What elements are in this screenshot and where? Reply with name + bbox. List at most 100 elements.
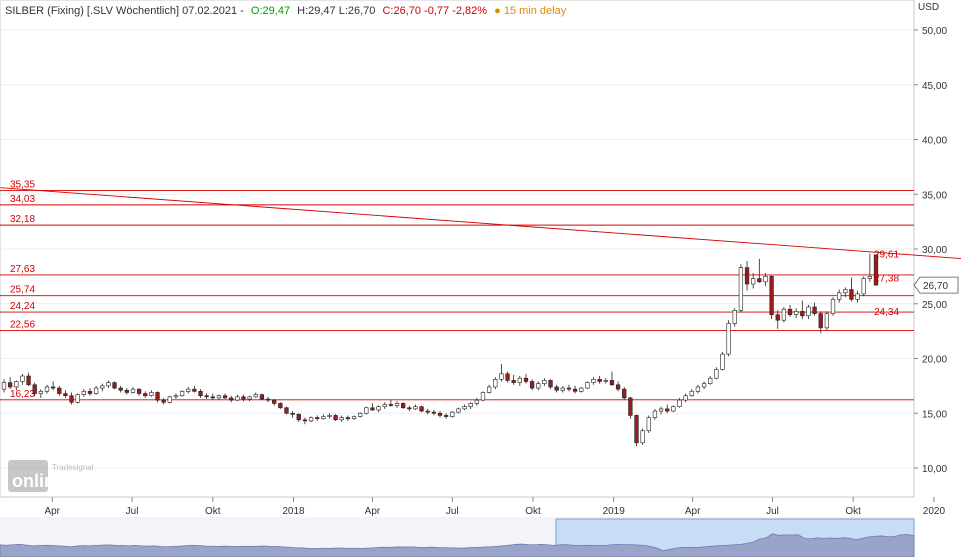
candle-body [204,395,209,398]
logo-brand: Tradesignal [52,463,94,472]
candle-body [186,388,191,392]
candle-body [849,289,854,300]
candle-body [192,388,197,392]
candle-body [339,417,344,421]
candle-body [634,415,639,444]
candle-body [57,387,62,394]
candle-body [50,386,56,389]
y-tick-label: 15,00 [922,409,947,420]
candle-body [628,397,633,416]
annotation-label: 27,38 [874,274,899,285]
candle-body [247,396,252,400]
annotation-label: 29,61 [874,249,899,260]
candle-body [548,380,553,388]
candle-body [370,407,375,411]
candle-body [308,417,314,422]
candle-body [843,289,848,294]
candle-body [640,430,645,444]
candle-body [443,415,449,417]
candle-body [259,394,265,400]
candle-body [763,276,768,283]
candle-body [622,388,627,399]
candle-body [708,377,713,384]
level-label: 22,56 [10,319,35,330]
candle-body [278,403,283,409]
candle-body [450,411,455,417]
x-tick-label: Okt [845,506,861,517]
candle-body [173,395,179,398]
candle-body [818,313,823,329]
x-tick-label: Okt [205,506,221,517]
candle-body [161,399,166,403]
candle-body [751,278,756,285]
candle-body [658,408,664,412]
logo-name: online [12,471,65,491]
candle-body [701,383,707,388]
level-label: 24,24 [10,301,35,312]
candle-body [560,387,565,391]
y-tick-label: 40,00 [922,136,947,147]
candle-body [511,380,516,383]
candle-body [38,391,43,394]
level-label: 35,35 [10,179,35,190]
candle-body [253,394,258,398]
candle-body [315,417,320,420]
candle-body [351,416,357,420]
candle-body [106,382,111,387]
candle-body [93,387,99,394]
candle-body [529,381,535,389]
candle-body [358,412,363,417]
candle-body [112,382,117,389]
candle-body [714,369,719,379]
candle-body [603,380,608,382]
level-label: 32,18 [10,214,35,225]
candle-body [579,387,584,392]
navigator-area [0,533,915,557]
candle-body [7,382,13,388]
candle-body [20,375,25,382]
candle-body [781,308,787,321]
level-label: 34,03 [10,194,35,205]
candle-body [327,415,332,417]
candle-body [407,407,412,410]
candle-body [474,399,479,404]
candle-body [14,381,19,388]
candle-body [726,323,731,355]
y-tick-label: 30,00 [922,245,947,256]
candle-body [554,386,559,391]
trendline [0,187,961,259]
last-price-label: 26,70 [923,281,948,292]
candle-body [671,406,676,412]
navigator[interactable] [0,517,915,557]
candle-body [646,417,651,432]
x-tick-label: Jul [126,506,139,517]
grid [0,29,914,469]
candle-body [609,380,615,386]
candle-body [167,396,172,403]
candle-body [130,388,136,393]
level-label: 27,63 [10,264,35,275]
candle-body [855,293,860,300]
candle-body [143,393,148,397]
candle-body [695,386,701,392]
annotations: 29,61 27,38 24,34 26,70 [874,249,959,318]
candle-body [210,396,215,399]
candle-body [652,410,658,418]
x-tick-label: Okt [525,506,541,517]
candle-body [517,377,522,383]
x-tick-label: Apr [685,506,701,517]
candle-body [665,408,670,412]
candle-body [265,398,271,401]
candle-body [413,406,418,410]
candle-body [480,392,486,401]
x-tick-label: Jul [766,506,779,517]
candle-body [468,403,473,407]
x-tick-label: 2018 [282,506,305,517]
symbol-text: SILBER (Fixing) [.SLV Wöchentlich] 07.02… [5,5,244,17]
candle-body [572,388,578,392]
candle-body [401,403,406,409]
level-label: 25,74 [10,285,35,296]
candle-body [333,415,338,421]
